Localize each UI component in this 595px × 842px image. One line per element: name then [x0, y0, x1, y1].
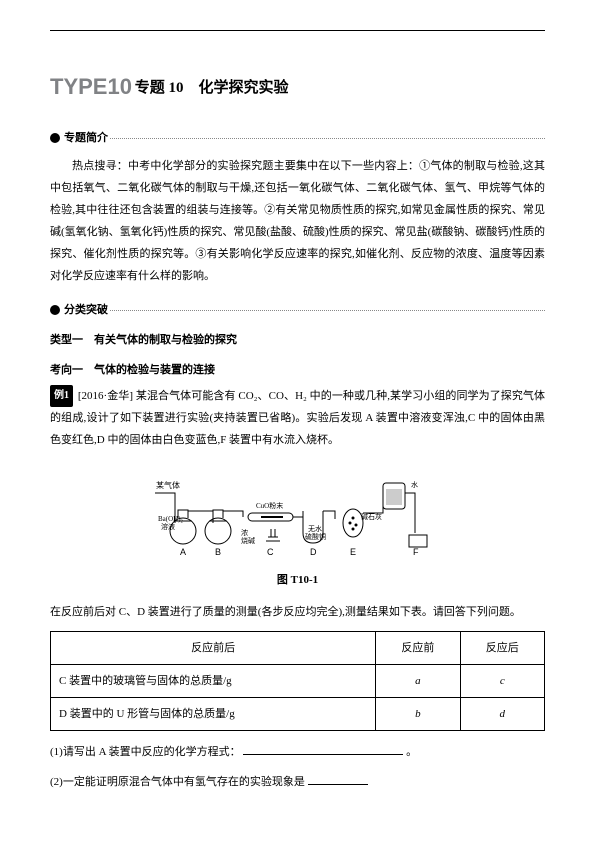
q2-text: (2)一定能证明原混合气体中有氢气存在的实验现象是 — [50, 776, 305, 788]
table-row: C 装置中的玻璃管与固体的总质量/g a c — [51, 665, 545, 698]
section-intro-marker: 专题简介 — [50, 127, 545, 149]
svg-text:Ba(OH)₂: Ba(OH)₂ — [158, 515, 184, 523]
cell: a — [376, 665, 460, 698]
svg-text:A: A — [180, 547, 186, 557]
svg-text:水: 水 — [411, 480, 418, 489]
intro-p1: 热点搜寻：中考中化学部分的实验探究题主要集中在以下一些内容上：①气体的制取与检验… — [50, 155, 545, 287]
diagram: 某气体 Ba(OH)₂ 溶液 CuO粉末 浓 烧碱 无水 硫酸铜 碱石灰 — [50, 463, 545, 563]
q2: (2)一定能证明原混合气体中有氢气存在的实验现象是 — [50, 771, 545, 793]
cell: b — [376, 698, 460, 731]
type-heading: 类型一 有关气体的制取与检验的探究 — [50, 329, 545, 351]
cell: C 装置中的玻璃管与固体的总质量/g — [51, 665, 376, 698]
cell: D 装置中的 U 形管与固体的总质量/g — [51, 698, 376, 731]
dot-icon — [50, 305, 60, 315]
svg-text:E: E — [350, 547, 356, 557]
cell: c — [460, 665, 544, 698]
dotted-rule — [110, 310, 545, 311]
subheading: 考向一 气体的检验与装置的连接 — [50, 359, 545, 381]
data-table: 反应前后 反应前 反应后 C 装置中的玻璃管与固体的总质量/g a c D 装置… — [50, 631, 545, 731]
svg-text:浓: 浓 — [241, 528, 248, 537]
type-label: TYPE10 — [50, 74, 132, 99]
table-row: D 装置中的 U 形管与固体的总质量/g b d — [51, 698, 545, 731]
title-row: TYPE10 专题 10 化学探究实验 — [50, 65, 545, 109]
col-2: 反应后 — [460, 632, 544, 665]
section2-label: 分类突破 — [64, 299, 108, 321]
example-body: [2016·金华] 某混合气体可能含有 CO₂、CO、H₂ 中的一种或几种,某学… — [50, 390, 545, 446]
dotted-rule — [110, 138, 545, 139]
svg-text:D: D — [310, 547, 317, 557]
col-1: 反应前 — [376, 632, 460, 665]
cell: d — [460, 698, 544, 731]
section-break-marker: 分类突破 — [50, 299, 545, 321]
svg-text:无水: 无水 — [308, 524, 322, 533]
table-intro: 在反应前后对 C、D 装置进行了质量的测量(各步反应均完全),测量结果如下表。请… — [50, 601, 545, 623]
diagram-caption: 图 T10-1 — [50, 569, 545, 591]
svg-text:CuO粉末: CuO粉末 — [256, 501, 283, 510]
title-cn: 专题 10 化学探究实验 — [135, 80, 289, 96]
svg-text:B: B — [215, 547, 221, 557]
gas-in-label: 某气体 — [156, 480, 180, 490]
section1-label: 专题简介 — [64, 127, 108, 149]
table-header-row: 反应前后 反应前 反应后 — [51, 632, 545, 665]
svg-text:烧碱: 烧碱 — [241, 536, 255, 545]
answer-blank[interactable] — [308, 774, 368, 785]
svg-text:溶液: 溶液 — [161, 522, 175, 531]
answer-blank[interactable] — [243, 744, 403, 755]
example-label: 例1 — [50, 385, 73, 407]
q1-end: 。 — [406, 746, 417, 758]
q1: (1)请写出 A 装置中反应的化学方程式： 。 — [50, 741, 545, 763]
top-rule — [50, 30, 545, 31]
q1-text: (1)请写出 A 装置中反应的化学方程式： — [50, 746, 241, 758]
svg-text:硫酸铜: 硫酸铜 — [305, 532, 326, 541]
svg-text:F: F — [413, 547, 419, 557]
dot-icon — [50, 133, 60, 143]
col-0: 反应前后 — [51, 632, 376, 665]
svg-text:C: C — [267, 547, 274, 557]
example-text: 例1 [2016·金华] 某混合气体可能含有 CO₂、CO、H₂ 中的一种或几种… — [50, 385, 545, 451]
